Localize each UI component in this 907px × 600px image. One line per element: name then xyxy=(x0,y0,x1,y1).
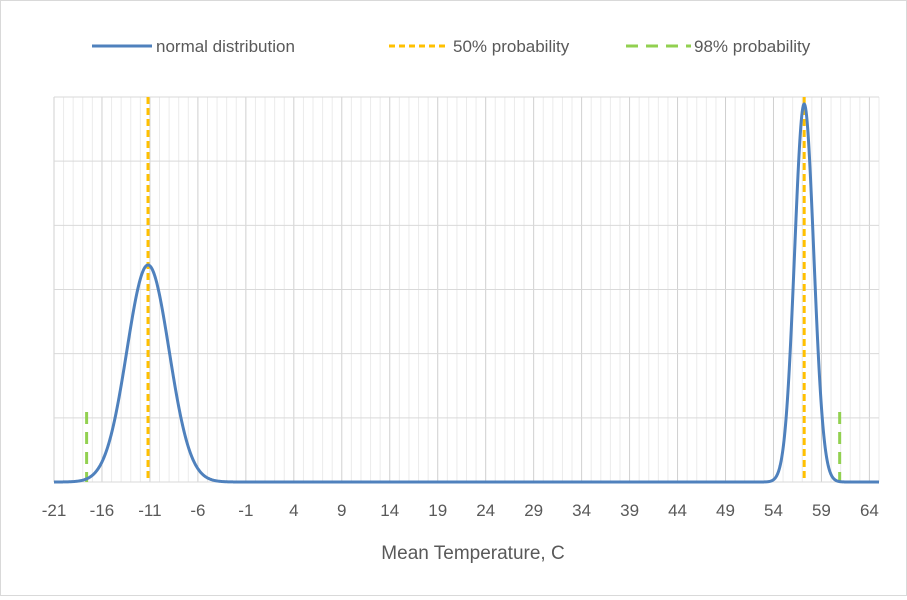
legend: normal distribution 50% probability 98% … xyxy=(92,37,811,56)
gridlines xyxy=(53,96,880,483)
x-tick-label: 9 xyxy=(337,501,346,520)
x-tick-label: 54 xyxy=(764,501,783,520)
plot-marks xyxy=(52,97,881,484)
legend-label-50: 50% probability xyxy=(453,37,570,56)
x-tick-label: -6 xyxy=(190,501,205,520)
x-tick-label: 4 xyxy=(289,501,298,520)
x-tick-label: 24 xyxy=(476,501,495,520)
x-tick-label: 19 xyxy=(428,501,447,520)
x-tick-label: 64 xyxy=(860,501,879,520)
x-tick-label: -1 xyxy=(238,501,253,520)
x-tick-label: 44 xyxy=(668,501,687,520)
x-axis-title: Mean Temperature, C xyxy=(381,543,564,564)
normal-distribution-curve xyxy=(52,102,881,484)
x-tick-label: 34 xyxy=(572,501,591,520)
x-tick-label: -21 xyxy=(42,501,67,520)
x-tick-label: -11 xyxy=(138,501,161,520)
x-tick-label: -16 xyxy=(90,501,115,520)
legend-label-normal: normal distribution xyxy=(156,37,295,56)
x-tick-label: 59 xyxy=(812,501,831,520)
legend-label-98: 98% probability xyxy=(694,37,811,56)
x-tick-label: 14 xyxy=(380,501,399,520)
x-tick-label: 49 xyxy=(716,501,735,520)
x-tick-label: 29 xyxy=(524,501,543,520)
x-axis-tick-labels: -21 -16 -11 -6 -1 4 9 14 19 24 29 34 39 44 49 54 59 64 xyxy=(42,501,879,520)
x-tick-label: 39 xyxy=(620,501,639,520)
